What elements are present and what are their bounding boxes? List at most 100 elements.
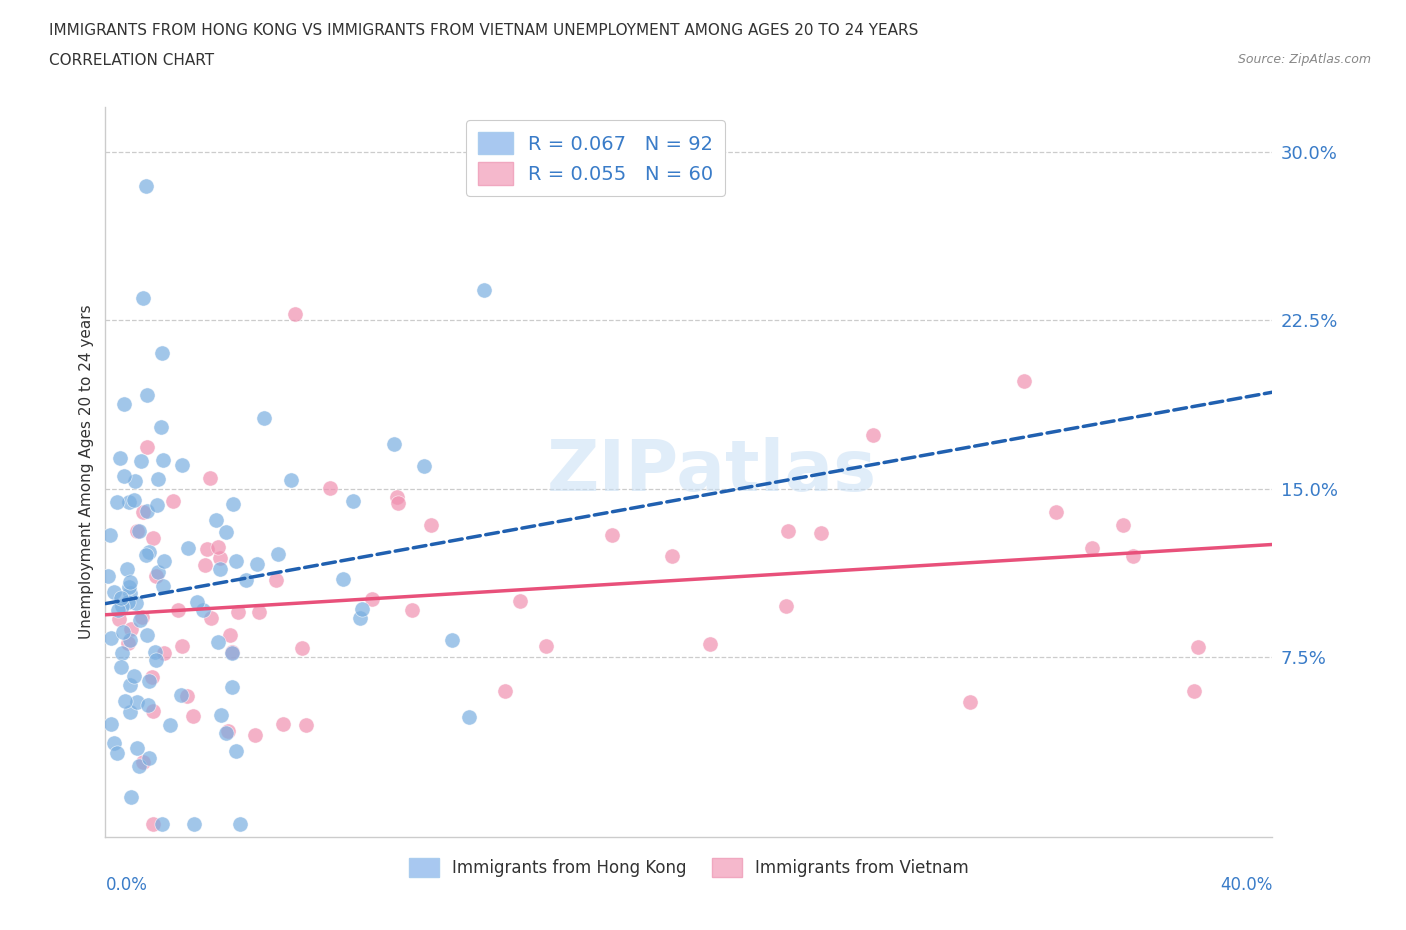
Point (141, 670, 163, 684)
Text: Source: ZipAtlas.com: Source: ZipAtlas.com (1237, 53, 1371, 66)
Point (209, 561, 232, 576)
Point (110, 659, 132, 674)
Point (332, 572, 354, 587)
Point (150, 420, 173, 435)
Point (267, 546, 290, 561)
Point (183, 817, 205, 831)
Point (114, 694, 136, 709)
Point (110, 591, 132, 605)
Point (661, 549, 683, 564)
Point (197, 541, 219, 556)
Point (534, 639, 557, 654)
Point (810, 525, 832, 540)
Point (215, 725, 238, 740)
Text: 0.0%: 0.0% (105, 876, 148, 894)
Point (98, 527, 121, 542)
Point (127, 524, 149, 538)
Point (103, 584, 125, 599)
Point (146, 565, 169, 579)
Point (118, 575, 141, 590)
Point (209, 708, 232, 723)
Point (494, 684, 516, 698)
Point (217, 724, 239, 738)
Point (194, 557, 217, 572)
Point (229, 817, 252, 831)
Point (221, 646, 243, 661)
Point (136, 388, 159, 403)
Point (170, 687, 193, 702)
Point (152, 452, 174, 467)
Point (273, 717, 295, 732)
Point (246, 556, 269, 571)
Point (129, 613, 152, 628)
Point (284, 306, 307, 321)
Text: 40.0%: 40.0% (1220, 876, 1272, 894)
Point (775, 599, 797, 614)
Point (225, 743, 247, 758)
Point (138, 751, 160, 765)
Point (319, 481, 342, 496)
Point (385, 490, 408, 505)
Point (1184, 684, 1206, 698)
Point (172, 639, 194, 654)
Point (176, 689, 198, 704)
Point (215, 525, 238, 539)
Point (1187, 639, 1209, 654)
Point (111, 599, 134, 614)
Point (131, 610, 153, 625)
Point (222, 497, 245, 512)
Point (413, 458, 436, 473)
Point (1045, 505, 1067, 520)
Point (118, 586, 141, 601)
Point (142, 531, 165, 546)
Legend: Immigrants from Hong Kong, Immigrants from Vietnam: Immigrants from Hong Kong, Immigrants fr… (402, 851, 976, 884)
Point (145, 653, 167, 668)
Point (117, 594, 139, 609)
Point (105, 494, 128, 509)
Point (112, 396, 135, 411)
Point (108, 611, 131, 626)
Point (120, 621, 142, 636)
Point (112, 468, 135, 483)
Point (124, 474, 146, 489)
Point (150, 817, 173, 831)
Point (264, 572, 287, 587)
Point (361, 591, 384, 606)
Point (135, 627, 157, 642)
Point (142, 704, 165, 719)
Point (177, 540, 200, 555)
Point (132, 290, 155, 305)
Point (152, 645, 174, 660)
Point (200, 610, 222, 625)
Point (959, 695, 981, 710)
Point (97, 569, 120, 584)
Point (218, 628, 240, 643)
Point (120, 632, 142, 647)
Point (441, 633, 464, 648)
Point (862, 428, 884, 443)
Point (186, 595, 208, 610)
Point (135, 548, 157, 563)
Point (162, 494, 184, 509)
Point (420, 518, 443, 533)
Point (167, 603, 190, 618)
Point (138, 673, 160, 688)
Point (699, 637, 721, 652)
Text: CORRELATION CHART: CORRELATION CHART (49, 53, 214, 68)
Point (100, 716, 122, 731)
Point (295, 718, 318, 733)
Point (141, 817, 163, 831)
Point (458, 710, 481, 724)
Point (342, 494, 364, 509)
Point (349, 610, 371, 625)
Point (350, 602, 373, 617)
Point (170, 458, 193, 472)
Point (135, 179, 157, 193)
Point (108, 451, 131, 466)
Point (235, 573, 257, 588)
Point (181, 709, 204, 724)
Point (249, 605, 271, 620)
Point (103, 735, 125, 750)
Point (129, 454, 152, 469)
Point (776, 523, 799, 538)
